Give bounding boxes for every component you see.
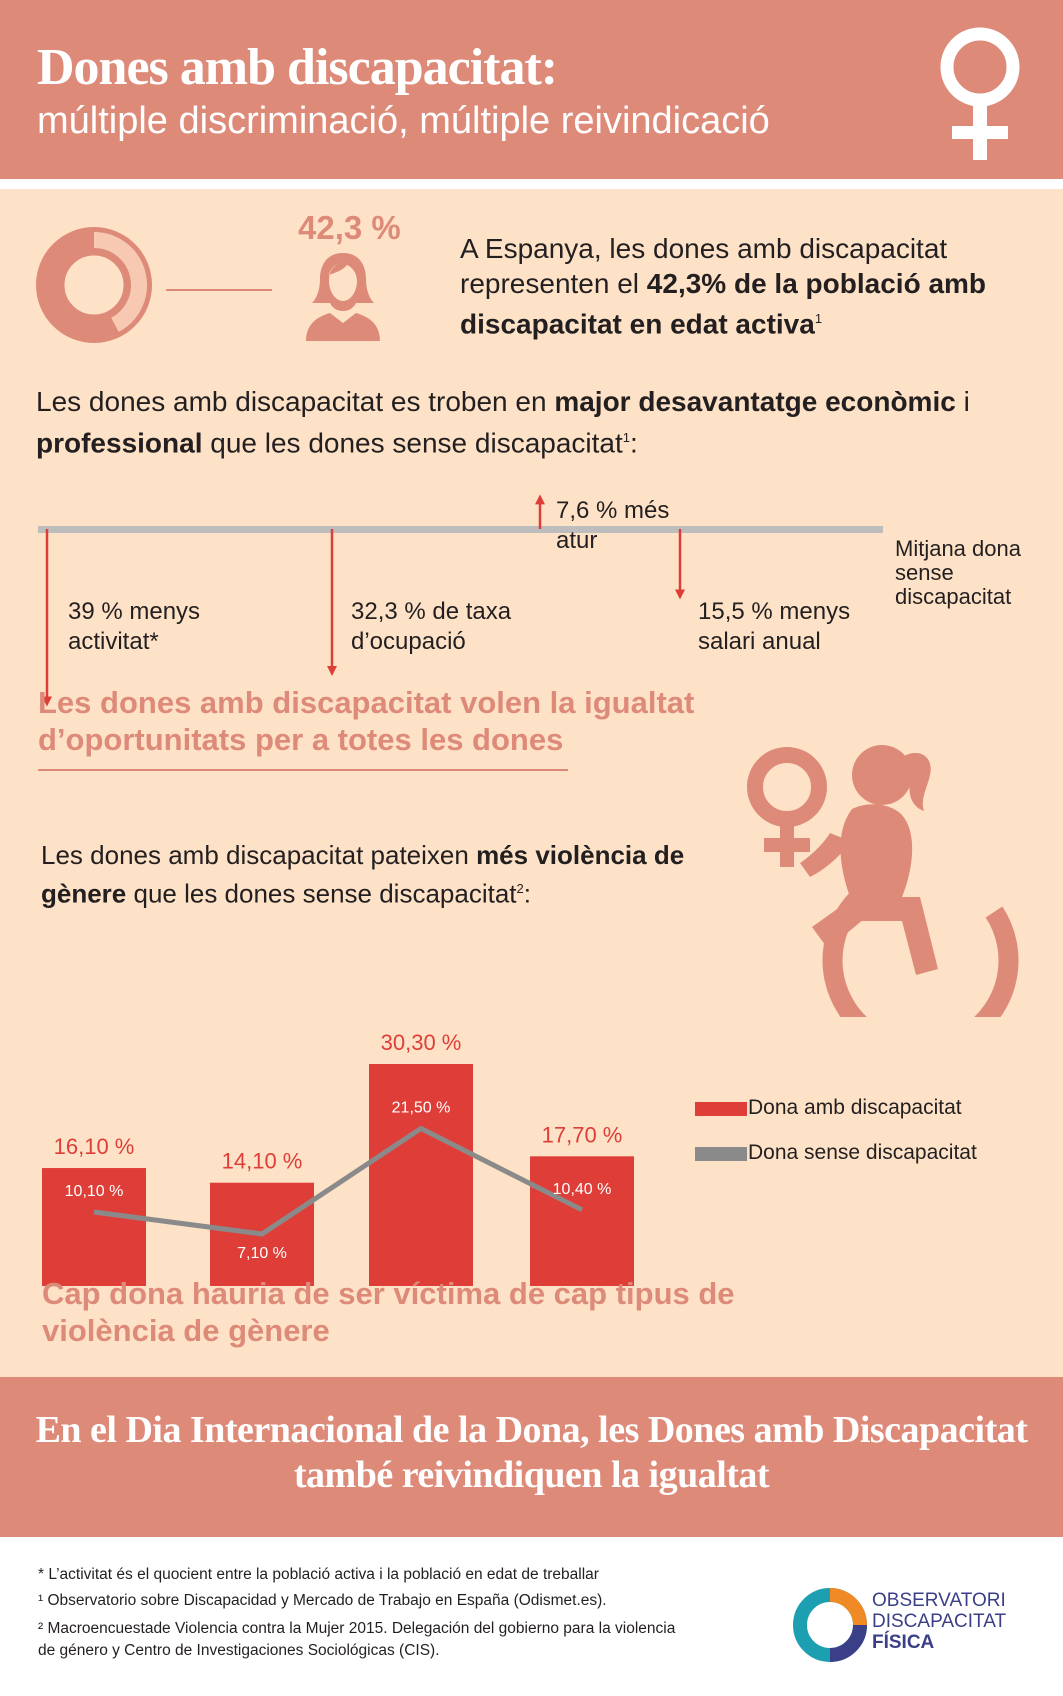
bar-value-label-0: 16,10 % bbox=[54, 1134, 135, 1159]
page-subtitle: múltiple discriminació, múltiple reivind… bbox=[37, 100, 770, 142]
wheelchair-woman-icon bbox=[747, 745, 1019, 1017]
equality-heading: Les dones amb discapacitat volen la igua… bbox=[38, 685, 695, 757]
logo-line3: FÍSICA bbox=[872, 1632, 935, 1653]
violence-text-bold: més violència de gènere bbox=[41, 840, 685, 909]
population-text-bold: 42,3% de la població amb discapacitat en… bbox=[460, 268, 987, 340]
bar-value-label-1: 14,10 % bbox=[222, 1149, 303, 1174]
economic-text-plain3: que les dones sense discapacitat bbox=[202, 427, 623, 459]
economic-text-plain2: i bbox=[955, 386, 970, 417]
violence-text-end: : bbox=[523, 878, 531, 909]
donut-share-arc bbox=[93, 232, 147, 332]
economic-text-bold1: major desavantatge econòmic bbox=[554, 386, 956, 417]
economic-text-bold2: professional bbox=[36, 427, 203, 459]
indicator-arrows bbox=[42, 494, 685, 707]
population-footnote-ref: 1 bbox=[814, 311, 823, 326]
category-label-3: Violènciaeconòmica bbox=[528, 1298, 620, 1299]
category-label-1: Violènciasexual bbox=[208, 1298, 285, 1299]
footer-message: En el Dia Internacional de la Dona, les … bbox=[35, 1409, 1028, 1496]
violence-text: Les dones amb discapacitat pateixen més … bbox=[41, 839, 721, 911]
indicator-arrowhead-3 bbox=[675, 589, 685, 600]
category-label-0: Violènciafísica bbox=[40, 1298, 117, 1299]
indicator-label-employment: 32,3 % de taxa d’ocupació bbox=[351, 598, 512, 655]
line-value-label-0: 10,10 % bbox=[65, 1183, 124, 1200]
footnote-2: ² Macroencuestade Violencia contra la Mu… bbox=[38, 1620, 676, 1659]
bar-value-label-2: 30,30 % bbox=[381, 1030, 462, 1055]
main-content: 42,3 % A Espanya, les dones amb discapac… bbox=[0, 189, 1063, 1377]
venus-symbol-icon bbox=[940, 27, 1020, 160]
heading-underline bbox=[38, 769, 568, 771]
legend-label-with-disability: Dona amb discapacitat bbox=[748, 1096, 962, 1119]
violence-bar-chart: 16,10 % 14,10 % 30,30 % 17,70 % 10,10 % 7,10 … bbox=[40, 1030, 634, 1299]
bar-with-disability-0 bbox=[42, 1168, 146, 1286]
economic-indicator-diagram bbox=[38, 494, 883, 707]
population-donut-chart bbox=[36, 227, 152, 343]
population-percent: 42,3 % bbox=[298, 209, 401, 246]
indicator-arrowhead-0 bbox=[42, 696, 52, 707]
bar-with-disability-3 bbox=[530, 1156, 634, 1286]
population-text-plain: A Espanya, les dones amb discapacitat re… bbox=[460, 233, 948, 299]
category-label-2: Violènciapsicològicaemocional bbox=[367, 1298, 461, 1299]
page-title: Dones amb discapacitat: bbox=[37, 39, 558, 96]
header-band: Dones amb discapacitat: múltiple discrim… bbox=[0, 0, 1063, 179]
legend-label-without-disability: Dona sense discapacitat bbox=[748, 1141, 977, 1164]
indicator-label-unemployment: 7,6 % més atur bbox=[556, 497, 670, 554]
bar-value-label-3: 17,70 % bbox=[542, 1122, 623, 1147]
woman-icon bbox=[306, 253, 380, 341]
indicator-label-activity: 39 % menys activitat* bbox=[68, 598, 201, 655]
line-value-label-1: 7,10 % bbox=[237, 1245, 287, 1262]
bar-with-disability-2 bbox=[369, 1064, 473, 1286]
baseline-bar bbox=[38, 526, 883, 533]
observatori-logo-icon bbox=[793, 1588, 867, 1662]
connector-line bbox=[166, 289, 272, 291]
donut-inner-ring bbox=[61, 252, 127, 318]
footnotes: * L’activitat és el quocient entre la po… bbox=[38, 1562, 678, 1662]
economic-footnote-ref: 1 bbox=[622, 430, 630, 445]
violence-text-plain1: Les dones amb discapacitat pateixen bbox=[41, 840, 477, 870]
no-violence-heading: Cap dona hauria de ser víctima de cap ti… bbox=[42, 1276, 735, 1348]
indicator-arrowhead-1 bbox=[327, 665, 337, 676]
line-value-label-2: 21,50 % bbox=[392, 1099, 451, 1116]
logo-line2: DISCAPACITAT bbox=[872, 1611, 1007, 1632]
economic-text-plain1: Les dones amb discapacitat es troben en bbox=[36, 386, 555, 417]
footnote-1: ¹ Observatorio sobre Discapacidad y Merc… bbox=[38, 1592, 607, 1609]
economic-text: Les dones amb discapacitat es troben en … bbox=[36, 384, 1036, 461]
population-text: A Espanya, les dones amb discapacitat re… bbox=[460, 231, 1040, 341]
indicator-label-salary: 15,5 % menys salari anual bbox=[698, 598, 851, 655]
footer-band: En el Dia Internacional de la Dona, les … bbox=[0, 1377, 1063, 1537]
line-without-disability bbox=[93, 1125, 584, 1237]
footnote-activity: * L’activitat és el quocient entre la po… bbox=[38, 1566, 599, 1583]
legend-swatch-with-disability bbox=[695, 1102, 747, 1116]
logo-line1: OBSERVATORI bbox=[872, 1590, 1006, 1611]
violence-footnote-ref: 2 bbox=[516, 881, 524, 896]
legend-swatch-without-disability bbox=[695, 1147, 747, 1161]
line-value-label-3: 10,40 % bbox=[553, 1181, 612, 1198]
violence-text-plain2: que les dones sense discapacitat bbox=[126, 878, 517, 909]
indicator-arrowhead-2 bbox=[535, 494, 545, 505]
baseline-label: Mitjana dona sense discapacitat bbox=[895, 536, 1021, 609]
economic-text-end: : bbox=[630, 427, 638, 459]
observatori-logo-text: OBSERVATORI DISCAPACITAT FÍSICA bbox=[872, 1590, 1006, 1653]
